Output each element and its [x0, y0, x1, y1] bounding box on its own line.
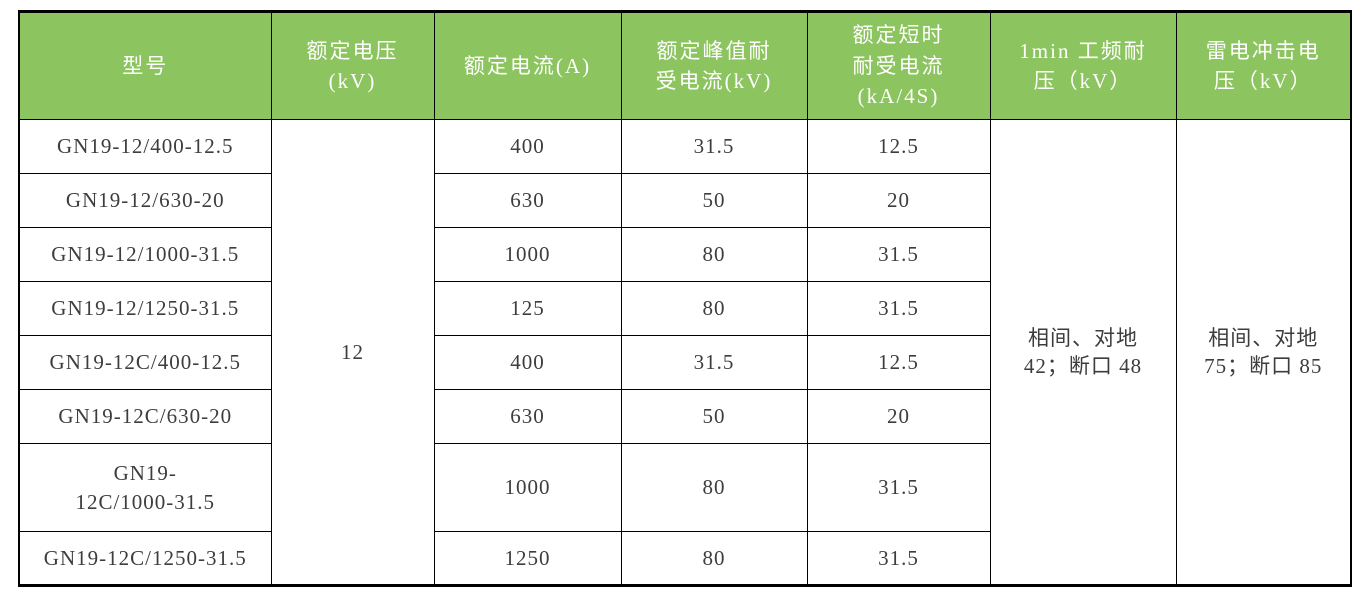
cell-model: GN19-12C/1250-31.5: [18, 531, 272, 586]
cell-model: GN19-12C/630-20: [18, 389, 272, 444]
table-row: GN19-12/1250-31.5 125 80 31.5: [18, 281, 1351, 336]
cell-short-time: 12.5: [806, 335, 991, 390]
cell-model: GN19- 12C/1000-31.5: [18, 443, 272, 532]
cell-peak: 80: [620, 227, 808, 282]
cell-current: 1250: [433, 531, 622, 586]
table-row: GN19-12/400-12.5 12 400 31.5 12.5 相间、对地 …: [18, 119, 1352, 586]
cell-model: GN19-12/400-12.5: [18, 119, 272, 174]
cell-current: 125: [433, 281, 622, 336]
table-row: GN19-12/630-20 630 50 20: [18, 173, 1351, 228]
cell-model: GN19-12/1000-31.5: [18, 227, 272, 282]
cell-peak: 50: [620, 173, 808, 228]
col-header-model: 型号: [18, 11, 272, 120]
cell-current: 400: [433, 119, 622, 174]
col-header-peak-withstand: 额定峰值耐 受电流(kV): [620, 11, 808, 120]
cell-current: 1000: [433, 227, 622, 282]
cell-short-time: 20: [806, 389, 991, 444]
col-header-rated-voltage: 额定电压 (kV): [270, 11, 435, 120]
col-header-lightning: 雷电冲击电 压（kV）: [1175, 11, 1352, 120]
col-header-power-freq: 1min 工频耐 压（kV）: [989, 11, 1177, 120]
cell-short-time: 31.5: [806, 443, 991, 532]
cell-model: GN19-12/1250-31.5: [18, 281, 272, 336]
col-header-short-time: 额定短时 耐受电流 (kA/4S): [806, 11, 991, 120]
cell-peak: 31.5: [620, 335, 808, 390]
cell-current: 1000: [433, 443, 622, 532]
table-row: GN19-12C/630-20 630 50 20: [18, 389, 1351, 444]
cell-short-time: 20: [806, 173, 991, 228]
cell-short-time: 31.5: [806, 531, 991, 586]
cell-short-time: 31.5: [806, 281, 991, 336]
cell-power-freq-merged: 相间、对地 42；断口 48: [989, 119, 1177, 586]
col-header-rated-current: 额定电流(A): [433, 11, 622, 120]
header-row: 型号 额定电压 (kV) 额定电流(A) 额定峰值耐 受电流(kV) 额定短时 …: [18, 11, 1352, 120]
cell-rated-voltage-merged: 12: [270, 119, 435, 586]
cell-model: GN19-12/630-20: [18, 173, 272, 228]
cell-peak: 80: [620, 281, 808, 336]
cell-model: GN19-12C/400-12.5: [18, 335, 272, 390]
cell-short-time: 12.5: [806, 119, 991, 174]
cell-peak: 50: [620, 389, 808, 444]
cell-short-time: 31.5: [806, 227, 991, 282]
cell-peak: 80: [620, 531, 808, 586]
cell-current: 400: [433, 335, 622, 390]
table-row: GN19-12C/1250-31.5 1250 80 31.5: [18, 531, 1351, 586]
cell-peak: 31.5: [620, 119, 808, 174]
cell-lightning-merged: 相间、对地 75；断口 85: [1175, 119, 1352, 586]
table-row: GN19- 12C/1000-31.5 1000 80 31.5: [18, 443, 1351, 532]
table-row: GN19-12/1000-31.5 1000 80 31.5: [18, 227, 1351, 282]
cell-current: 630: [433, 173, 622, 228]
cell-current: 630: [433, 389, 622, 444]
spec-table: 型号 额定电压 (kV) 额定电流(A) 额定峰值耐 受电流(kV) 额定短时 …: [18, 10, 1352, 587]
cell-peak: 80: [620, 443, 808, 532]
